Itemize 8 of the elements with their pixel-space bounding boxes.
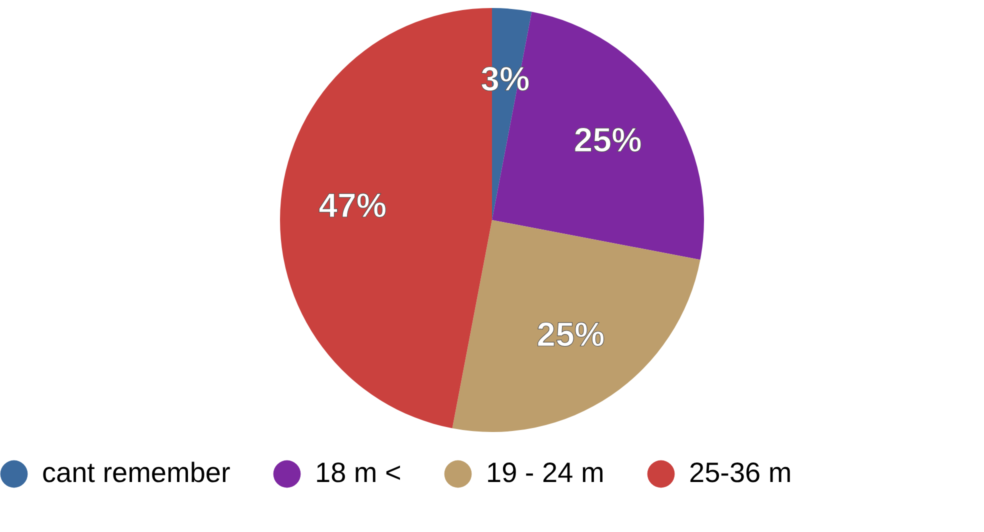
- data-label: 47%: [318, 186, 387, 225]
- pie-slice: [452, 220, 700, 432]
- data-label: 25%: [574, 121, 642, 160]
- legend-label: 19 - 24 m: [486, 457, 604, 488]
- data-label: 25%: [536, 316, 605, 354]
- legend-label: 25-36 m: [689, 457, 792, 488]
- legend-label: 18 m <: [315, 457, 402, 488]
- legend-label: cant remember: [42, 457, 230, 488]
